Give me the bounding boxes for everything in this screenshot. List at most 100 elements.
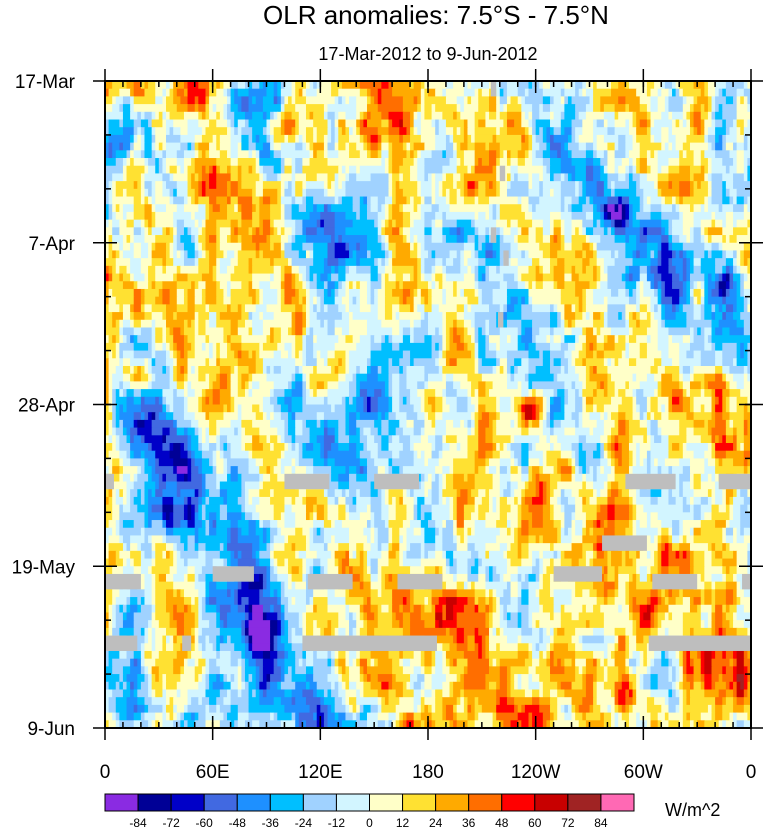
heatmap-cell: [327, 173, 336, 182]
heatmap-cell: [194, 104, 199, 113]
heatmap-cell: [575, 365, 587, 375]
heatmap-cell: [273, 142, 282, 151]
heatmap-cell: [119, 227, 135, 236]
heatmap-cell: [388, 142, 393, 151]
heatmap-cell: [241, 350, 250, 359]
heatmap-cell: [130, 335, 135, 344]
heatmap-cell: [148, 165, 156, 175]
heatmap-cell: [176, 281, 192, 290]
heatmap-cell: [115, 389, 120, 398]
heatmap-cell: [305, 358, 318, 367]
heatmap-cell: [711, 319, 720, 329]
heatmap-cell: [130, 496, 135, 506]
heatmap-cell: [550, 227, 555, 236]
heatmap-cell: [420, 188, 433, 198]
heatmap-cell: [402, 288, 411, 298]
heatmap-cell: [241, 104, 250, 113]
heatmap-cell: [241, 342, 260, 352]
heatmap-cell: [453, 373, 469, 382]
heatmap-cell: [589, 412, 601, 421]
heatmap-cell: [305, 373, 311, 382]
heatmap-cell: [456, 181, 465, 190]
heatmap-cell: [474, 265, 479, 275]
heatmap-cell: [323, 104, 329, 113]
heatmap-cell: [485, 211, 490, 221]
heatmap-cell: [679, 158, 695, 167]
heatmap-cell: [327, 427, 336, 436]
heatmap-cell: [187, 458, 192, 467]
heatmap-cell: [672, 466, 684, 475]
heatmap-cell: [467, 450, 476, 460]
heatmap-cell: [664, 81, 673, 90]
heatmap-cell: [553, 327, 565, 336]
heatmap-cell: [356, 473, 368, 483]
heatmap-cell: [356, 250, 368, 259]
heatmap-cell: [108, 134, 131, 144]
heatmap-cell: [524, 158, 533, 167]
heatmap-cell: [392, 88, 422, 97]
heatmap-cell: [126, 396, 135, 406]
heatmap-cell: [693, 204, 702, 213]
heatmap-cell: [295, 443, 300, 452]
heatmap-cell: [119, 389, 124, 398]
heatmap-cell: [743, 165, 749, 175]
heatmap-cell: [237, 181, 242, 190]
heatmap-cell: [625, 335, 630, 344]
heatmap-cell: [320, 419, 325, 429]
heatmap-cell: [725, 427, 734, 436]
heatmap-cell: [711, 250, 723, 259]
heatmap-cell: [578, 196, 587, 205]
heatmap-cell: [489, 158, 497, 167]
heatmap-cell: [571, 158, 587, 167]
heatmap-cell: [575, 342, 583, 352]
heatmap-cell: [700, 165, 705, 175]
heatmap-cell: [323, 281, 329, 290]
heatmap-cell: [664, 104, 670, 113]
heatmap-cell: [198, 258, 210, 267]
heatmap-cell: [295, 412, 318, 421]
heatmap-cell: [230, 181, 239, 190]
heatmap-cell: [166, 412, 174, 421]
heatmap-cell: [614, 188, 637, 198]
heatmap-cell: [546, 489, 551, 498]
heatmap-cell: [230, 258, 239, 267]
heatmap-cell: [578, 373, 587, 382]
heatmap-cell: [133, 242, 142, 252]
heatmap-cell: [689, 142, 709, 151]
heatmap-cell: [201, 450, 214, 460]
heatmap-cell: [363, 119, 368, 128]
heatmap-cell: [331, 204, 354, 213]
heatmap-cell: [205, 96, 210, 105]
heatmap-cell: [725, 165, 731, 175]
heatmap-cell: [485, 458, 490, 467]
heatmap-cell: [686, 265, 691, 275]
heatmap-cell: [485, 227, 490, 236]
heatmap-cell: [431, 265, 436, 275]
heatmap-cell: [122, 312, 131, 321]
heatmap-cell: [280, 350, 289, 359]
heatmap-cell: [664, 365, 680, 375]
heatmap-cell: [173, 127, 181, 136]
heatmap-cell: [445, 319, 454, 329]
heatmap-cell: [542, 181, 562, 190]
heatmap-cell: [119, 265, 128, 275]
heatmap-cell: [679, 165, 691, 175]
heatmap-cell: [384, 204, 390, 213]
heatmap-cell: [725, 396, 731, 406]
heatmap-cell: [298, 350, 303, 359]
heatmap-cell: [209, 496, 225, 506]
heatmap-cell: [173, 258, 185, 267]
heatmap-cell: [363, 111, 368, 121]
heatmap-cell: [560, 358, 569, 367]
heatmap-cell: [201, 273, 214, 282]
heatmap-cell: [700, 88, 705, 97]
heatmap-cell: [108, 296, 117, 305]
heatmap-cell: [173, 312, 178, 321]
heatmap-cell: [438, 327, 443, 336]
heatmap-cell: [585, 404, 594, 413]
heatmap-cell: [704, 165, 709, 175]
heatmap-cell: [567, 96, 573, 105]
heatmap-cell: [485, 265, 490, 275]
heatmap-cell: [259, 381, 275, 390]
heatmap-cell: [144, 204, 153, 213]
